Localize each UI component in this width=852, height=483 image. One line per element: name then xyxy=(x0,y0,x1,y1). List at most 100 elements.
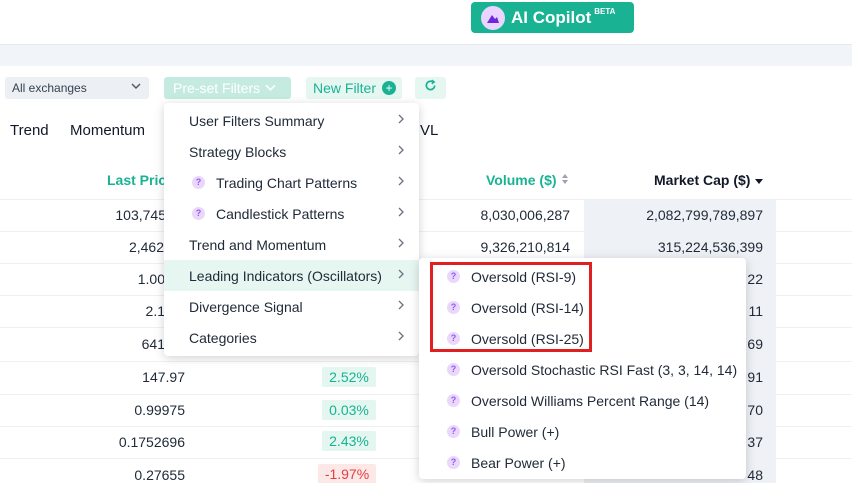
menu-item-categories[interactable]: Categories xyxy=(164,322,419,353)
menu-item-label: Divergence Signal xyxy=(189,298,303,315)
help-icon: ? xyxy=(447,363,460,376)
price-cell: 1.00 xyxy=(137,271,165,287)
price-cell: 0.27655 xyxy=(134,467,185,483)
submenu-item-oversold-williams[interactable]: ? Oversold Williams Percent Range (14) xyxy=(419,385,746,416)
exchange-select[interactable]: All exchanges xyxy=(5,77,149,99)
price-cell: 2,462 xyxy=(128,239,164,255)
change-badge: -1.97% xyxy=(318,464,376,483)
preset-filters-label: Pre-set Filters xyxy=(173,80,261,96)
preset-filters-menu: User Filters Summary Strategy Blocks ? T… xyxy=(164,103,419,356)
change-badge: 0.03% xyxy=(322,400,376,420)
market-cap-cell: 37 xyxy=(747,434,763,450)
menu-item-label: User Filters Summary xyxy=(189,112,325,129)
chevron-right-icon xyxy=(397,206,405,221)
market-cap-cell: 48 xyxy=(747,467,763,483)
menu-item-leading-indicators[interactable]: Leading Indicators (Oscillators) xyxy=(164,260,419,291)
menu-item-trend-and-momentum[interactable]: Trend and Momentum xyxy=(164,229,419,260)
submenu-item-label: Oversold (RSI-14) xyxy=(471,299,584,316)
market-cap-cell: 315,224,536,399 xyxy=(657,239,763,255)
ai-copilot-button[interactable]: AI Copilot BETA xyxy=(471,2,634,33)
copilot-label: AI Copilot xyxy=(511,7,592,27)
submenu-item-oversold-rsi-14[interactable]: ? Oversold (RSI-14) xyxy=(419,292,746,323)
sub-bar xyxy=(0,44,852,66)
volume-cell: 9,326,210,814 xyxy=(480,239,570,255)
menu-item-strategy-blocks[interactable]: Strategy Blocks xyxy=(164,136,419,167)
price-cell: 0.99975 xyxy=(134,402,185,418)
new-filter-button[interactable]: New Filter + xyxy=(306,77,402,99)
menu-item-label: Leading Indicators (Oscillators) xyxy=(189,267,382,284)
menu-item-user-filters-summary[interactable]: User Filters Summary xyxy=(164,105,419,136)
submenu-item-label: Oversold Williams Percent Range (14) xyxy=(471,392,710,409)
menu-item-label: Trading Chart Patterns xyxy=(216,174,358,191)
volume-header-label: Volume ($) xyxy=(486,172,557,188)
chevron-right-icon xyxy=(397,330,405,345)
row-divider xyxy=(0,231,852,232)
last-price-header[interactable]: Last Price xyxy=(107,172,174,188)
submenu-item-label: Bear Power (+) xyxy=(471,454,566,471)
chevron-right-icon xyxy=(397,268,405,283)
price-cell: 641 xyxy=(141,336,165,352)
new-filter-label: New Filter xyxy=(313,80,377,96)
change-badge: 2.43% xyxy=(322,431,376,451)
help-icon: ? xyxy=(447,394,460,407)
menu-item-candlestick-patterns[interactable]: ? Candlestick Patterns xyxy=(164,198,419,229)
menu-item-divergence-signal[interactable]: Divergence Signal xyxy=(164,291,419,322)
market-cap-header-label: Market Cap ($) xyxy=(654,172,751,188)
preset-filters-button[interactable]: Pre-set Filters xyxy=(164,77,291,99)
leading-indicators-submenu: ? Oversold (RSI-9) ? Oversold (RSI-14) ?… xyxy=(419,258,746,479)
chevron-right-icon xyxy=(397,113,405,128)
market-cap-cell: 11 xyxy=(748,303,763,319)
help-icon: ? xyxy=(447,425,460,438)
menu-item-label: Candlestick Patterns xyxy=(216,205,345,222)
submenu-item-label: Oversold (RSI-9) xyxy=(471,268,577,285)
tab-vl[interactable]: VL xyxy=(420,122,439,139)
sort-desc-icon xyxy=(754,172,764,188)
menu-item-label: Strategy Blocks xyxy=(189,143,287,160)
market-cap-cell: 69 xyxy=(747,336,763,352)
submenu-item-bear-power[interactable]: ? Bear Power (+) xyxy=(419,447,746,478)
highlight-annotation-box xyxy=(430,262,592,352)
copilot-logo-icon xyxy=(481,5,505,30)
submenu-item-oversold-stochastic-rsi[interactable]: ? Oversold Stochastic RSI Fast (3, 3, 14… xyxy=(419,354,746,385)
menu-item-label: Trend and Momentum xyxy=(189,236,327,253)
price-cell: 147.97 xyxy=(142,369,185,385)
chevron-right-icon xyxy=(397,175,405,190)
price-cell: 2.1 xyxy=(145,303,165,319)
refresh-icon xyxy=(424,79,437,97)
help-icon: ? xyxy=(447,270,460,283)
tab-momentum[interactable]: Momentum xyxy=(70,122,146,139)
change-badge: 2.52% xyxy=(322,367,376,387)
market-cap-cell: 2,082,799,789,897 xyxy=(646,207,763,223)
market-cap-cell: 91 xyxy=(747,369,763,385)
submenu-item-oversold-rsi-9[interactable]: ? Oversold (RSI-9) xyxy=(419,261,746,292)
refresh-button[interactable] xyxy=(415,77,446,99)
market-cap-cell: 22 xyxy=(747,271,763,287)
chevron-right-icon xyxy=(397,237,405,252)
submenu-item-label: Oversold Stochastic RSI Fast (3, 3, 14, … xyxy=(471,361,738,378)
market-cap-header[interactable]: Market Cap ($) xyxy=(654,172,764,188)
menu-item-trading-chart-patterns[interactable]: ? Trading Chart Patterns xyxy=(164,167,419,198)
tab-trend[interactable]: Trend xyxy=(10,122,49,139)
row-divider xyxy=(0,199,852,200)
volume-header[interactable]: Volume ($) xyxy=(486,172,570,188)
chevron-down-icon xyxy=(265,80,276,96)
sort-icon xyxy=(560,172,570,188)
plus-icon: + xyxy=(382,81,397,95)
exchange-select-value: All exchanges xyxy=(12,81,87,95)
help-icon: ? xyxy=(192,176,205,189)
price-cell: 0.1752696 xyxy=(118,434,185,450)
chevron-right-icon xyxy=(397,144,405,159)
market-cap-cell: 70 xyxy=(747,402,763,418)
submenu-item-bull-power[interactable]: ? Bull Power (+) xyxy=(419,416,746,447)
beta-badge: BETA xyxy=(594,7,616,16)
help-icon: ? xyxy=(447,456,460,469)
help-icon: ? xyxy=(447,332,460,345)
help-icon: ? xyxy=(192,207,205,220)
chevron-down-icon xyxy=(131,81,141,94)
top-bar: AI Copilot BETA xyxy=(0,0,852,44)
submenu-item-oversold-rsi-25[interactable]: ? Oversold (RSI-25) xyxy=(419,323,746,354)
menu-item-label: Categories xyxy=(189,329,257,346)
submenu-item-label: Bull Power (+) xyxy=(471,423,560,440)
chevron-right-icon xyxy=(397,299,405,314)
price-cell: 103,745 xyxy=(115,207,166,223)
